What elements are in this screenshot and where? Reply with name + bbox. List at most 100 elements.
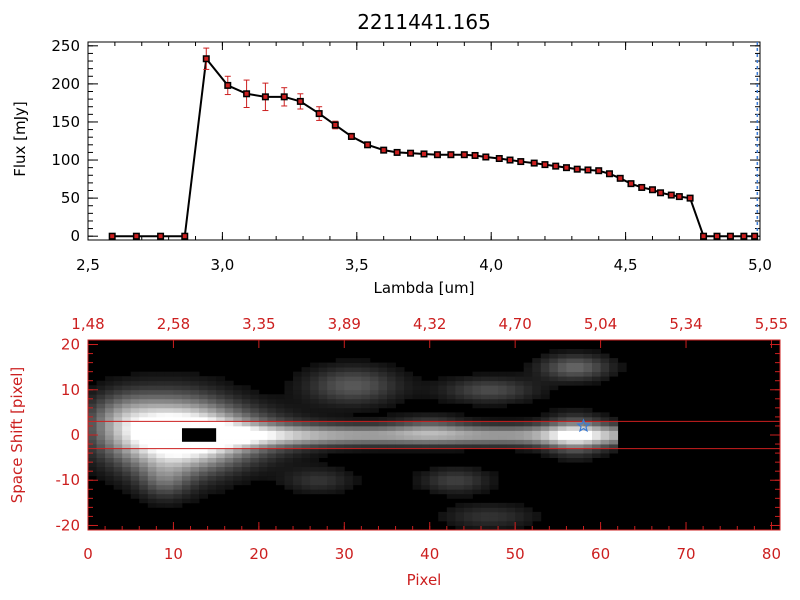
image-pixel bbox=[190, 489, 200, 495]
image-pixel bbox=[378, 385, 388, 391]
image-pixel bbox=[369, 425, 379, 431]
image-pixel bbox=[438, 430, 448, 436]
image-pixel bbox=[224, 398, 234, 404]
image-pixel bbox=[378, 444, 388, 449]
image-pixel bbox=[233, 430, 243, 436]
y-tick-label: 250 bbox=[51, 37, 80, 55]
image-pixel bbox=[429, 439, 439, 445]
image-pixel bbox=[335, 475, 345, 481]
image-pixel bbox=[523, 448, 533, 454]
image-pixel bbox=[480, 435, 490, 440]
image-pixel bbox=[574, 371, 584, 377]
image-pixel bbox=[327, 380, 337, 386]
image-pixel bbox=[327, 367, 337, 373]
image-pixel bbox=[105, 439, 115, 445]
image-pixel bbox=[421, 416, 431, 422]
image-pixel bbox=[404, 435, 414, 440]
image-pixel bbox=[498, 444, 508, 449]
x-tick-label: 3,5 bbox=[345, 256, 369, 274]
image-pixel bbox=[96, 380, 106, 386]
image-pixel bbox=[438, 435, 448, 440]
image-pixel bbox=[498, 403, 508, 409]
image-pixel bbox=[113, 471, 123, 477]
image-pixel bbox=[173, 439, 183, 445]
image-pixel bbox=[173, 430, 183, 436]
image-pixel bbox=[105, 471, 115, 477]
image-pixel bbox=[88, 448, 97, 454]
image-pixel bbox=[549, 435, 559, 440]
image-pixel bbox=[156, 439, 166, 445]
image-pixel bbox=[480, 471, 490, 477]
image-pixel bbox=[429, 475, 439, 481]
image-pixel bbox=[233, 394, 243, 400]
image-pixel bbox=[387, 385, 396, 391]
image-pixel bbox=[438, 394, 448, 400]
image-pixel bbox=[233, 421, 243, 427]
image-pixel bbox=[412, 480, 422, 486]
image-pixel bbox=[241, 471, 251, 477]
image-pixel bbox=[224, 484, 234, 490]
image-pixel bbox=[532, 371, 542, 377]
image-pixel bbox=[429, 416, 439, 422]
image-pixel bbox=[310, 371, 320, 377]
image-pixel bbox=[429, 466, 439, 472]
image-pixel bbox=[96, 407, 106, 413]
image-pixel bbox=[139, 448, 149, 454]
image-pixel bbox=[344, 358, 354, 364]
top-tick-label: 4,32 bbox=[413, 315, 446, 333]
image-pixel bbox=[293, 380, 302, 386]
image-pixel bbox=[523, 507, 533, 513]
image-pixel bbox=[241, 412, 251, 418]
image-pixel bbox=[164, 457, 174, 463]
image-pixel bbox=[258, 448, 268, 454]
image-pixel bbox=[190, 498, 200, 504]
image-pixel bbox=[574, 448, 584, 454]
image-pixel bbox=[207, 439, 217, 445]
image-pixel bbox=[446, 466, 456, 472]
image-pixel bbox=[122, 489, 132, 495]
image-pixel bbox=[361, 421, 371, 427]
image-pixel bbox=[609, 371, 619, 377]
image-pixel bbox=[181, 493, 191, 499]
image-pixel bbox=[455, 493, 465, 499]
image-pixel bbox=[301, 394, 311, 400]
image-pixel bbox=[515, 525, 525, 531]
image-pixel bbox=[275, 444, 285, 449]
image-pixel bbox=[574, 457, 584, 463]
image-pixel bbox=[352, 389, 362, 395]
image-pixel bbox=[173, 394, 183, 400]
image-pixel bbox=[387, 394, 396, 400]
image-pixel bbox=[199, 376, 209, 382]
image-pixel bbox=[583, 349, 593, 354]
image-pixel bbox=[489, 471, 499, 477]
image-pixel bbox=[472, 421, 482, 427]
image-pixel bbox=[344, 416, 354, 422]
image-pixel bbox=[275, 394, 285, 400]
image-pixel bbox=[130, 435, 140, 440]
data-point-core bbox=[422, 151, 426, 156]
image-pixel bbox=[258, 425, 268, 431]
image-pixel bbox=[241, 439, 251, 445]
image-pixel bbox=[446, 389, 456, 395]
x-tick-label: 20 bbox=[249, 545, 268, 563]
image-pixel bbox=[224, 425, 234, 431]
image-pixel bbox=[207, 389, 217, 395]
image-pixel bbox=[472, 484, 482, 490]
image-pixel bbox=[139, 462, 149, 468]
image-pixel bbox=[96, 462, 106, 468]
image-pixel bbox=[156, 376, 166, 382]
image-pixel bbox=[387, 435, 396, 440]
image-pixel bbox=[258, 453, 268, 459]
image-pixel bbox=[250, 407, 260, 413]
image-pixel bbox=[310, 412, 320, 418]
image-pixel bbox=[583, 444, 593, 449]
image-pixel bbox=[557, 439, 567, 445]
image-pixel bbox=[216, 389, 226, 395]
image-pixel bbox=[523, 439, 533, 445]
image-pixel bbox=[224, 412, 234, 418]
image-pixel bbox=[421, 480, 431, 486]
image-pixel bbox=[574, 430, 584, 436]
image-pixel bbox=[515, 516, 525, 522]
image-pixel bbox=[387, 425, 396, 431]
image-pixel bbox=[156, 471, 166, 477]
